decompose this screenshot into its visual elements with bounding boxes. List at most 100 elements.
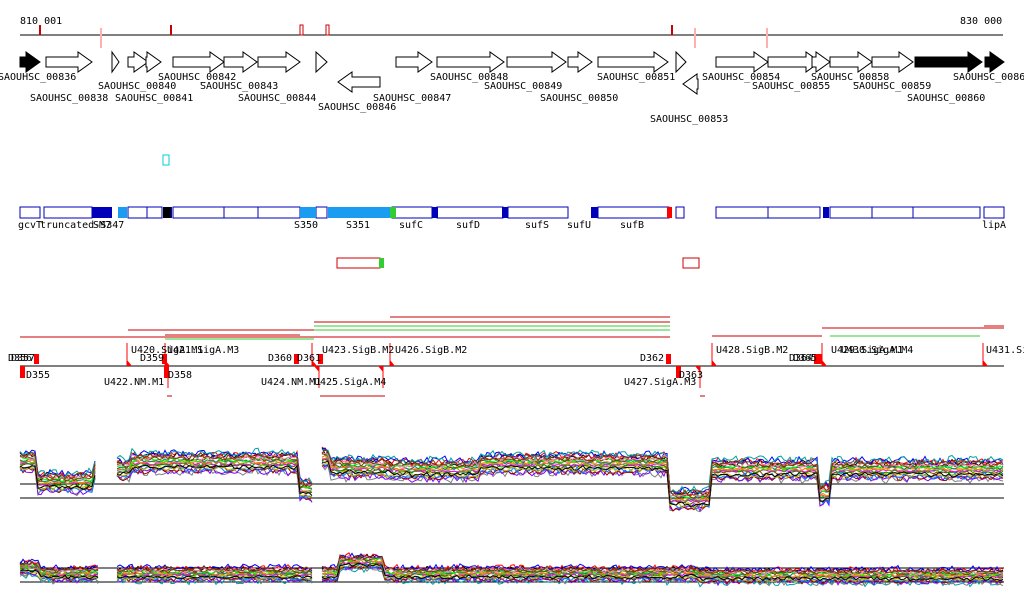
segment-box <box>715 206 769 219</box>
gene-label: SAOUHSC_00858 <box>811 72 889 83</box>
tss-label: U424.NM.M1 <box>261 377 321 388</box>
gene-labels-row3: SAOUHSC_00844 SAOUHSC_00847 SAOUHSC_0085… <box>238 93 985 104</box>
segment-label: sufC <box>399 220 423 231</box>
tss-label: D360 <box>268 353 292 364</box>
gene-arrow <box>436 51 505 73</box>
gene-arrow <box>811 51 831 73</box>
gene-label: SAOUHSC_00847 <box>373 93 451 104</box>
gene-arrow <box>223 51 258 73</box>
segment-box <box>43 206 93 219</box>
segment-label: truncated-S347 <box>40 220 124 231</box>
gene-arrow <box>257 51 301 73</box>
segment-fill <box>432 207 438 218</box>
tss-mark <box>817 354 822 364</box>
tss-flag-head <box>378 366 383 372</box>
gene-label: SAOUHSC_00859 <box>853 81 931 92</box>
gene-arrow <box>45 51 93 73</box>
segment-fill <box>163 207 171 218</box>
expression-lines-upper <box>19 446 1004 513</box>
expression-line <box>116 563 313 572</box>
segment-label: sufU <box>567 220 591 231</box>
red-box <box>336 257 381 269</box>
tss-label: U428.SigB.M2 <box>716 345 788 356</box>
segment-fill <box>823 207 829 218</box>
expression-line <box>19 466 96 492</box>
expression-line <box>321 552 1004 574</box>
gene-label: SAOUHSC_00853 <box>650 114 728 125</box>
tss-mark <box>666 354 671 364</box>
gene-track: SAOUHSC_00836 SAOUHSC_00840 SAOUHSC_0084… <box>0 50 1024 125</box>
tss-label: D361 <box>297 353 321 364</box>
segment-box <box>436 206 504 219</box>
gene-label: SAOUHSC_00846 <box>318 102 396 113</box>
segment-fill <box>502 207 508 218</box>
expression-line <box>19 460 96 485</box>
gene-arrow <box>597 51 669 73</box>
gene-labels-row2: SAOUHSC_00838 SAOUHSC_00841 SAOUHSC_0084… <box>30 81 931 104</box>
red-box <box>682 257 700 269</box>
feature-tick <box>299 24 304 36</box>
expression-line <box>19 451 96 480</box>
expression-line <box>116 461 313 493</box>
gene-arrow <box>675 50 687 74</box>
tss-flag-head <box>983 360 988 366</box>
tss-mark <box>294 354 299 364</box>
tss-label: D364 <box>789 353 813 364</box>
feature-tick <box>325 24 330 36</box>
tss-label: U430.SigA.M4 <box>841 345 913 356</box>
expression-line <box>116 567 313 574</box>
tss-mark <box>814 354 819 364</box>
tss-mark <box>162 354 167 364</box>
gene-label: SAOUHSC_00844 <box>238 93 316 104</box>
segment-fill <box>300 207 316 218</box>
segment-box <box>391 206 433 219</box>
tss-upper-labels: D356 D357 U420.SigA.M1 D359 U421.SigA.M3… <box>8 345 1024 364</box>
gene-label: SAOUHSC_0086 <box>953 72 1024 83</box>
segment-box <box>223 206 259 219</box>
expression-line <box>321 458 1004 505</box>
expression-line <box>321 462 1004 510</box>
gene-arrow <box>506 51 567 73</box>
segment-box <box>912 206 981 219</box>
tss-label: D363 <box>679 370 703 381</box>
tss-label: U421.SigA.M3 <box>167 345 239 356</box>
expression-line <box>321 464 1004 512</box>
gene-arrow <box>984 51 1005 73</box>
expression-line <box>19 570 99 584</box>
segment-box <box>127 206 148 219</box>
gene-label: SAOUHSC_00860 <box>907 93 985 104</box>
segment-label: S350 <box>294 220 318 231</box>
expression-line <box>321 554 1004 576</box>
tss-lines <box>20 316 1004 397</box>
gene-label: SAOUHSC_00855 <box>752 81 830 92</box>
segment-box <box>257 206 301 219</box>
feature-ticks <box>39 24 768 48</box>
expression-line <box>19 569 99 580</box>
expression-track-upper <box>19 446 1004 513</box>
gene-arrow <box>127 51 149 73</box>
segment-box <box>983 206 1005 219</box>
gene-arrow <box>111 50 120 74</box>
red-box-track <box>336 257 700 269</box>
segment-fill <box>328 207 390 218</box>
tss-flag-head <box>390 360 395 366</box>
tss-flag-head <box>712 360 717 366</box>
tss-mark <box>164 366 169 378</box>
tss-label: D355 <box>26 370 50 381</box>
segment-track: gcvT truncated-S347 SM7 S350 S351 sufC s… <box>18 206 1006 231</box>
gene-label: SAOUHSC_00838 <box>30 93 108 104</box>
segment-box <box>829 206 873 219</box>
gene-arrow <box>567 51 593 73</box>
gene-label: SAOUHSC_00850 <box>540 93 618 104</box>
expression-line <box>321 560 1004 580</box>
gene-label: SAOUHSC_00851 <box>597 72 675 83</box>
gene-arrows <box>19 50 1005 95</box>
expression-line <box>19 558 99 572</box>
expression-line <box>321 460 1004 508</box>
tss-label: D359 <box>140 353 164 364</box>
segment-boxes <box>19 206 1005 219</box>
segment-label: sufS <box>525 220 549 231</box>
segment-box <box>675 206 685 219</box>
tss-label: D362 <box>640 353 664 364</box>
